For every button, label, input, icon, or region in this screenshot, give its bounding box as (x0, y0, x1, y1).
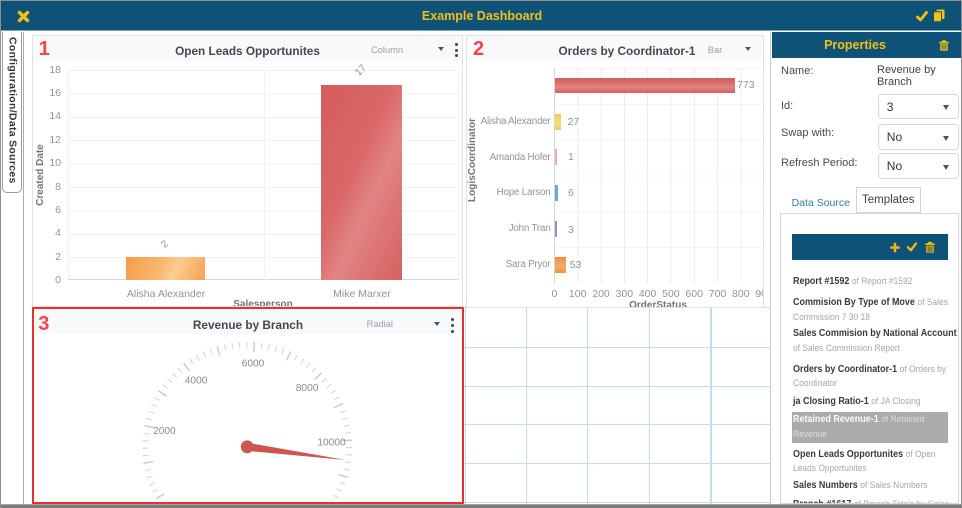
svg-text:4000: 4000 (185, 376, 208, 387)
svg-text:2000: 2000 (153, 426, 176, 437)
svg-text:10000: 10000 (317, 438, 346, 449)
svg-text:8000: 8000 (296, 384, 319, 395)
svg-text:6000: 6000 (241, 359, 264, 370)
